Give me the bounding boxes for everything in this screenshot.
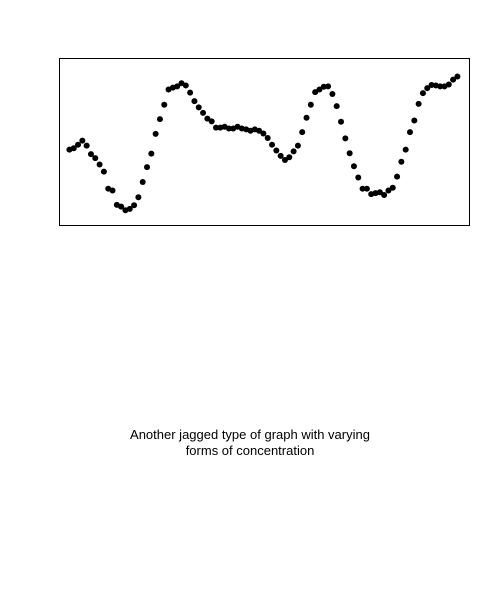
data-point — [100, 168, 107, 175]
data-point — [109, 187, 116, 194]
data-point — [187, 89, 194, 96]
data-point — [70, 145, 77, 152]
caption-line-2: forms of concentration — [185, 443, 315, 458]
data-point — [191, 98, 198, 105]
data-point — [156, 116, 163, 123]
data-point — [385, 187, 392, 194]
data-point — [303, 114, 310, 121]
data-point — [398, 158, 405, 165]
data-point — [312, 89, 319, 96]
plot-frame — [59, 58, 470, 226]
data-point — [213, 124, 219, 131]
data-point — [325, 83, 332, 90]
data-point — [316, 86, 323, 93]
data-point — [359, 185, 366, 192]
data-point — [290, 148, 297, 155]
data-point — [87, 151, 94, 158]
data-point — [260, 130, 267, 137]
data-point — [204, 115, 211, 122]
data-point — [277, 152, 284, 159]
data-point — [200, 109, 207, 116]
data-point — [139, 178, 146, 185]
data-point — [182, 82, 189, 89]
data-point — [415, 100, 422, 107]
data-point — [307, 101, 314, 108]
data-point — [148, 150, 155, 157]
data-point — [79, 137, 86, 144]
data-point — [376, 189, 383, 196]
data-point — [329, 90, 336, 97]
data-point — [454, 73, 461, 80]
data-point — [273, 147, 280, 154]
data-point — [135, 194, 142, 201]
data-point — [407, 129, 413, 136]
data-point — [363, 185, 370, 192]
data-point — [75, 141, 82, 148]
data-point — [152, 130, 159, 137]
data-point — [445, 81, 452, 88]
data-point — [411, 117, 418, 124]
data-point — [419, 90, 426, 97]
data-point — [286, 154, 293, 161]
data-point — [281, 156, 288, 163]
data-point — [424, 85, 431, 92]
data-point — [256, 127, 263, 134]
data-point — [389, 184, 396, 191]
data-point — [333, 103, 340, 110]
data-point — [126, 205, 133, 212]
data-point — [161, 101, 168, 108]
data-point — [92, 155, 99, 162]
data-point — [195, 104, 202, 111]
data-point — [144, 164, 151, 171]
figure-caption: Another jagged type of graph with varyin… — [0, 427, 500, 459]
data-point — [346, 150, 353, 157]
data-point — [437, 83, 444, 90]
data-point — [381, 191, 388, 198]
caption-line-1: Another jagged type of graph with varyin… — [130, 427, 370, 442]
data-point — [294, 142, 301, 149]
data-point — [402, 146, 409, 153]
data-point — [264, 134, 271, 141]
data-point — [269, 141, 276, 148]
data-point — [208, 118, 215, 125]
data-point — [450, 76, 457, 83]
data-point — [131, 202, 138, 209]
data-point — [338, 118, 345, 125]
data-point — [118, 203, 125, 210]
data-point — [299, 129, 306, 136]
data-point — [174, 83, 181, 90]
data-point — [394, 173, 401, 180]
data-point — [225, 125, 232, 132]
data-point — [350, 163, 357, 170]
data-points — [66, 73, 461, 214]
data-point — [355, 174, 362, 181]
data-point — [83, 142, 90, 149]
data-point — [342, 135, 349, 142]
data-point — [96, 161, 103, 168]
